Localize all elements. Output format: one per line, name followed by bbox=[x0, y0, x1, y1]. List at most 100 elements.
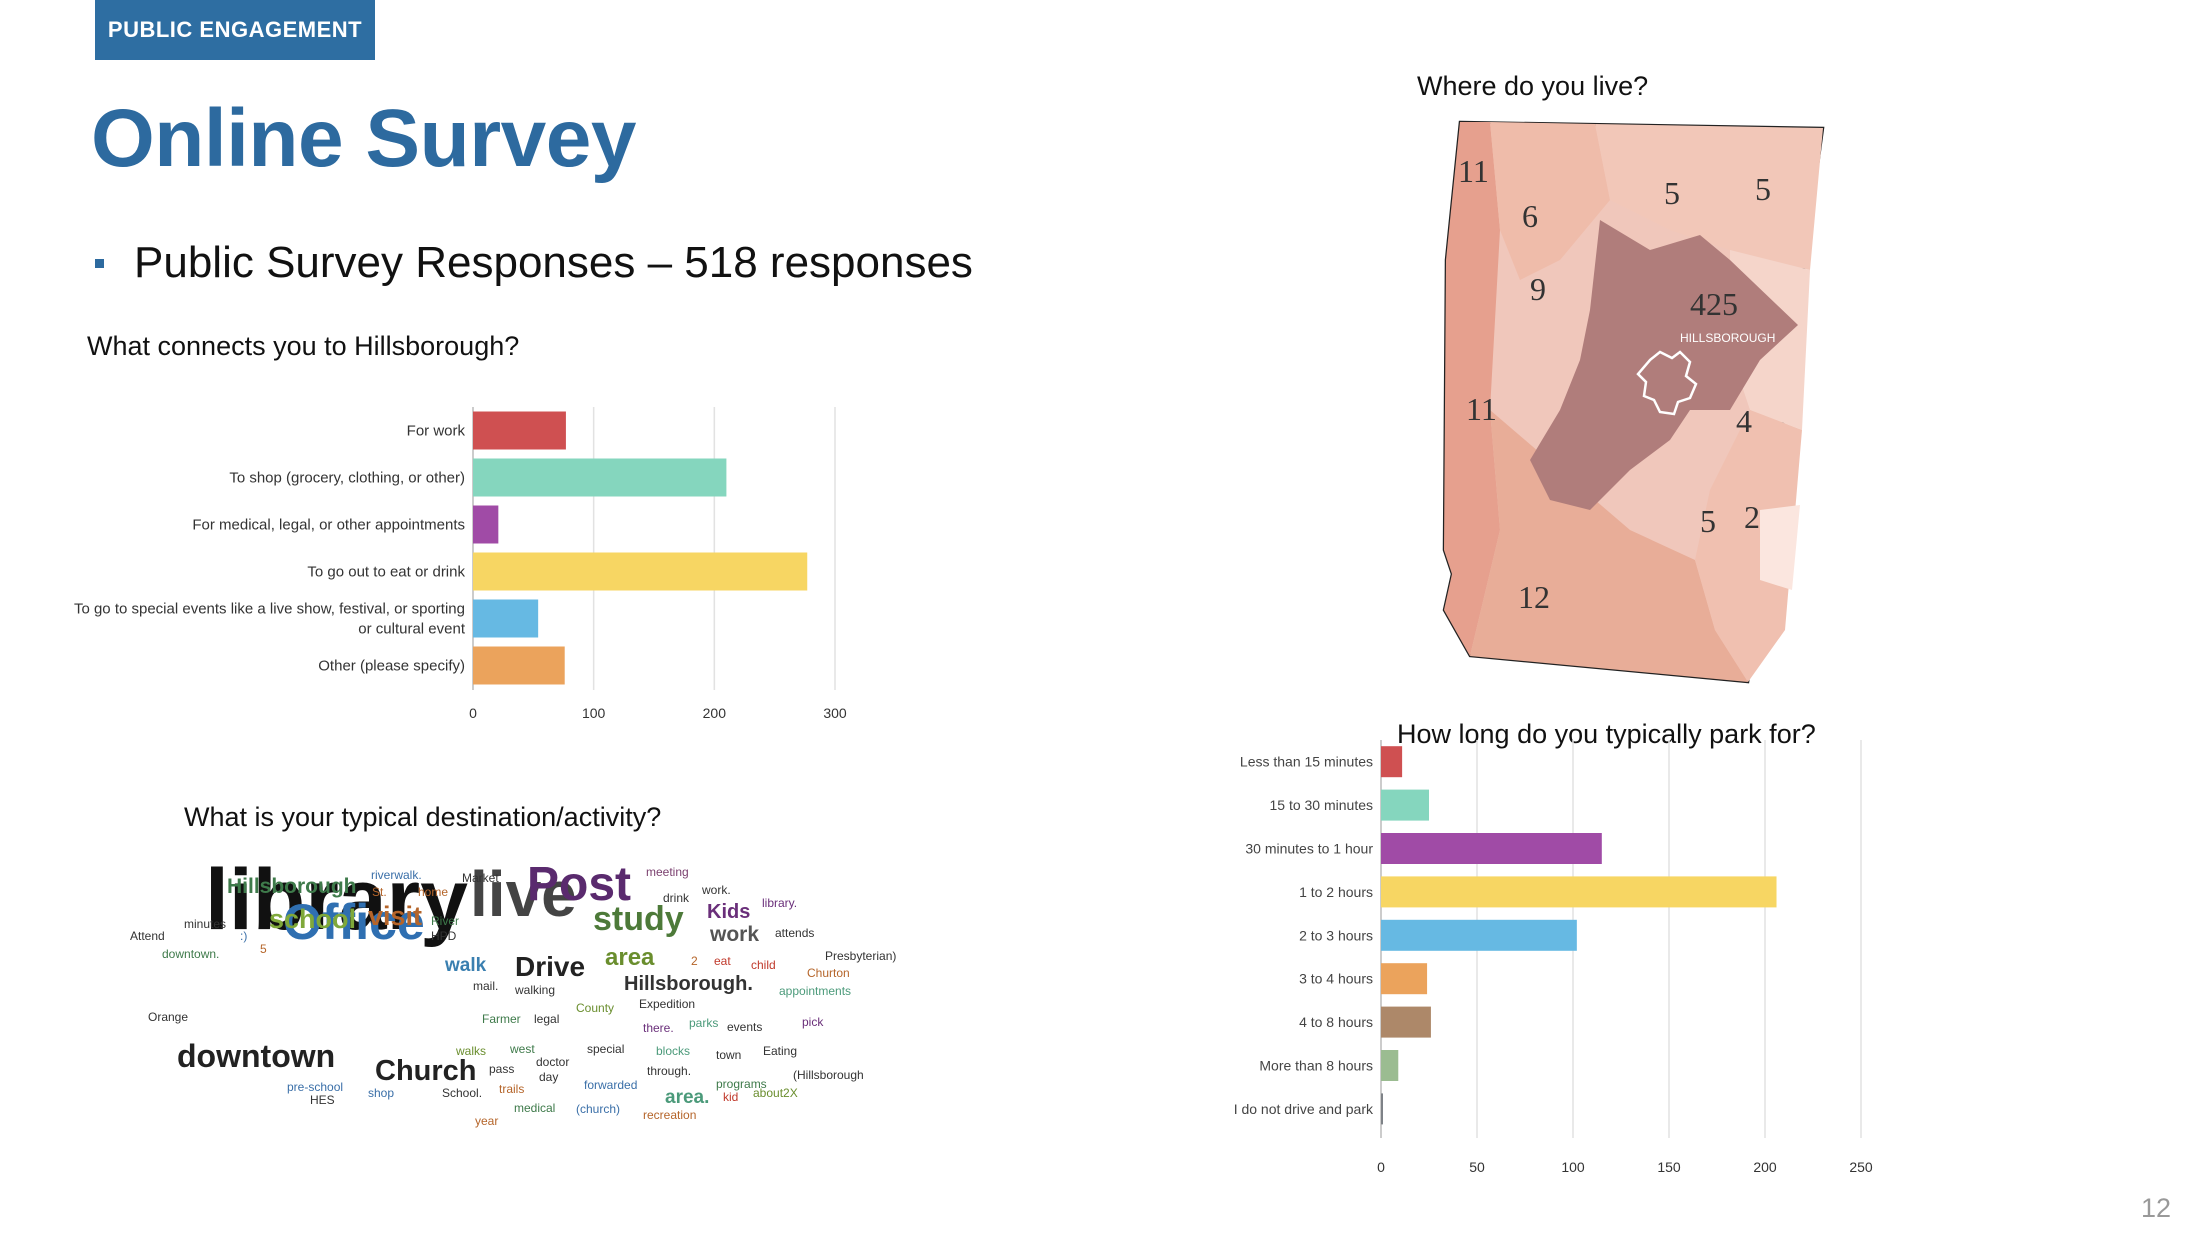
region-small-east bbox=[1760, 505, 1800, 590]
cloud-word: (church) bbox=[576, 1102, 621, 1116]
chart2-title: How long do you typically park for? bbox=[1397, 719, 1816, 749]
residence-map: HILLSBOROUGH 11 6 5 5 9 425 11 4 5 2 12 bbox=[1442, 120, 1825, 684]
cloud-word: Hillsborough. bbox=[624, 973, 753, 995]
cloud-word: events bbox=[727, 1020, 763, 1034]
chart1-category-label: To go to special events like a live show… bbox=[74, 601, 465, 618]
cloud-word: pick bbox=[802, 1015, 824, 1029]
chart2-bar bbox=[1381, 963, 1428, 995]
cloud-word: forwarded bbox=[584, 1078, 638, 1092]
cloud-word: Orange bbox=[148, 1010, 189, 1024]
cloud-word: library. bbox=[762, 896, 798, 910]
chart2-bar bbox=[1381, 746, 1403, 778]
cloud-word: pre-school bbox=[287, 1080, 344, 1094]
chart2-bar bbox=[1381, 919, 1577, 951]
map-count-7: 4 bbox=[1736, 403, 1752, 439]
cloud-word: work bbox=[710, 923, 760, 946]
cloud-word: legal bbox=[534, 1012, 560, 1026]
map-count-3: 5 bbox=[1755, 171, 1771, 207]
cloud-word: meeting bbox=[646, 865, 689, 879]
chart1-bar bbox=[473, 599, 539, 638]
cloud-word: kid bbox=[723, 1090, 739, 1104]
cloud-word: trails bbox=[499, 1082, 525, 1096]
cloud-word: walks bbox=[456, 1044, 487, 1058]
cloud-word: school bbox=[269, 904, 357, 934]
chart2-category-label: 3 to 4 hours bbox=[1299, 971, 1373, 987]
chart2-tick-label: 150 bbox=[1657, 1159, 1681, 1175]
cloud-word: Kids bbox=[707, 901, 751, 923]
cloud-word: Attend bbox=[130, 929, 165, 943]
chart2-tick-label: 0 bbox=[1377, 1159, 1385, 1175]
cloud-word: (Hillsborough bbox=[793, 1068, 864, 1082]
word-cloud: library live Office Post downtown study Church… bbox=[125, 852, 915, 1137]
cloud-word: Hillsborough bbox=[227, 875, 357, 898]
map-count-0: 11 bbox=[1458, 153, 1489, 189]
cloud-word: attends bbox=[775, 926, 815, 940]
cloud-word: pass bbox=[489, 1062, 515, 1076]
cloud-word: appointments bbox=[779, 984, 852, 998]
cloud-word: west bbox=[510, 1042, 535, 1056]
cloud-word: Eating bbox=[763, 1044, 798, 1058]
map-count-1: 6 bbox=[1522, 198, 1538, 234]
region-north bbox=[1595, 124, 1823, 270]
cloud-word: HES bbox=[310, 1093, 335, 1107]
cloud-word: there. bbox=[643, 1021, 674, 1035]
cloud-word: work. bbox=[702, 883, 731, 897]
chart2-category-label: More than 8 hours bbox=[1259, 1058, 1373, 1074]
chart2-category-label: 4 to 8 hours bbox=[1299, 1014, 1373, 1030]
map-count-6: 11 bbox=[1466, 391, 1497, 427]
cloud-word: area. bbox=[665, 1087, 710, 1108]
cloud-word: through. bbox=[647, 1064, 692, 1078]
cloud-word: recreation bbox=[643, 1108, 697, 1122]
cloud-word: programs bbox=[716, 1077, 767, 1091]
map-count-10: 12 bbox=[1518, 579, 1550, 615]
map-count-2: 5 bbox=[1664, 175, 1680, 211]
chart2-bar bbox=[1381, 1050, 1399, 1081]
cloud-word: :) bbox=[240, 929, 248, 943]
chart1-tick-label: 200 bbox=[703, 705, 727, 721]
chart2-bar bbox=[1381, 876, 1777, 908]
cloud-word: study bbox=[593, 900, 684, 938]
cloud-word: area bbox=[605, 944, 655, 971]
cloud-word: library bbox=[205, 852, 468, 948]
chart2-category-label: Less than 15 minutes bbox=[1240, 754, 1373, 770]
bullet-item: Public Survey Responses – 518 responses bbox=[95, 238, 973, 288]
wordcloud-title: What is your typical destination/activit… bbox=[184, 802, 662, 832]
cloud-word: downtown. bbox=[162, 947, 220, 961]
chart1-bar bbox=[473, 646, 565, 685]
chart2-category-label: 2 to 3 hours bbox=[1299, 927, 1373, 943]
cloud-word: Market bbox=[462, 871, 499, 885]
cloud-word: day bbox=[539, 1070, 559, 1084]
bullet-square-icon bbox=[95, 258, 104, 268]
chart1-category-label: or cultural event bbox=[358, 621, 466, 638]
cloud-word: parks bbox=[689, 1016, 719, 1030]
chart1-connects: 0 100 200 300 For work To shop (grocery, clot… bbox=[74, 407, 847, 721]
chart2-category-label: 1 to 2 hours bbox=[1299, 884, 1373, 900]
cloud-word: Presbyterian) bbox=[825, 949, 897, 963]
cloud-word: River bbox=[431, 914, 460, 928]
chart1-category-label: For medical, legal, or other appointment… bbox=[192, 517, 465, 534]
cloud-word: Churton bbox=[807, 966, 850, 980]
cloud-word: walk bbox=[445, 955, 487, 976]
cloud-word: special bbox=[587, 1042, 625, 1056]
cloud-word: Expedition bbox=[639, 997, 696, 1011]
map-count-5: 425 bbox=[1690, 286, 1738, 322]
chart1-category-label: For work bbox=[407, 423, 466, 440]
chart2-category-label: 15 to 30 minutes bbox=[1269, 797, 1373, 813]
cloud-word: visit bbox=[368, 901, 423, 931]
chart1-bar bbox=[473, 411, 566, 450]
chart2-tick-label: 200 bbox=[1753, 1159, 1777, 1175]
chart1-category-label: To go out to eat or drink bbox=[307, 564, 465, 581]
cloud-word: eat bbox=[714, 954, 731, 968]
page-title: Online Survey bbox=[91, 93, 636, 184]
chart2-tick-label: 100 bbox=[1561, 1159, 1585, 1175]
chart1-bar bbox=[473, 458, 727, 497]
cloud-word: 2 bbox=[691, 954, 698, 968]
chart2-tick-label: 250 bbox=[1849, 1159, 1873, 1175]
cloud-word: 5 bbox=[260, 942, 267, 956]
cloud-word: home bbox=[418, 885, 449, 899]
cloud-word: riverwalk. bbox=[371, 868, 422, 882]
chart1-tick-label: 0 bbox=[469, 705, 477, 721]
chart2-bar bbox=[1381, 789, 1429, 821]
cloud-word: County bbox=[576, 1001, 615, 1015]
map-count-4: 9 bbox=[1530, 271, 1546, 307]
